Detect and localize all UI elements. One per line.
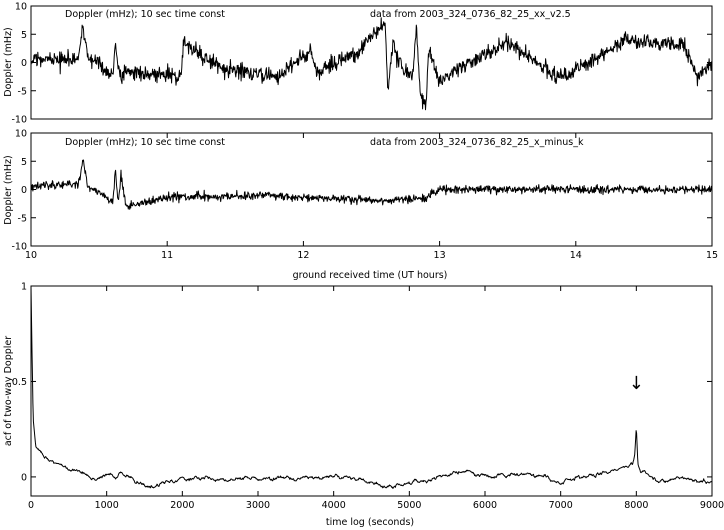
x-tick-label: 9000 xyxy=(700,500,724,511)
x-tick-label: 15 xyxy=(706,250,718,261)
y-tick-label: 0 xyxy=(21,185,27,196)
y-tick-label: 10 xyxy=(15,129,27,140)
x-axis-label: time log (seconds) xyxy=(326,517,414,528)
arrow-annotation: ↓ xyxy=(629,373,644,394)
y-axis-ticks: 10 5 0 -5 -10 xyxy=(11,2,712,126)
doppler-series-line xyxy=(30,159,713,210)
panel-subtitle: data from 2003_324_0736_82_25_xx_v2.5 xyxy=(370,9,571,20)
panel-bottom: 10.50 0 1000 2000 3000 4000 5000 6000 7000 8000 9… xyxy=(3,282,724,529)
y-tick-label: 0 xyxy=(21,472,27,483)
panel-middle: 10 5 0 -5 -10 10 11 12 13 14 15 Doppler (mHz); 10… xyxy=(3,129,718,282)
x-tick-label: 13 xyxy=(434,250,446,261)
x-axis-ticks: 0 1000 2000 3000 4000 5000 6000 7000 8000 9000 xyxy=(28,286,724,511)
y-tick-label: 0 xyxy=(21,58,27,69)
x-tick-label: 12 xyxy=(297,250,309,261)
y-tick-label: 1 xyxy=(21,282,27,293)
x-axis-ticks: 10 11 12 13 14 15 xyxy=(25,133,718,261)
y-axis-label: acf of two-way Doppler xyxy=(3,336,14,446)
y-tick-label: 0.5 xyxy=(12,377,27,388)
y-tick-label: -10 xyxy=(11,115,27,126)
x-tick-label: 7000 xyxy=(549,500,573,511)
x-tick-label: 1000 xyxy=(95,500,119,511)
x-tick-label: 0 xyxy=(28,500,34,511)
y-axis-label: Doppler (mHz) xyxy=(3,27,14,96)
y-tick-label: -5 xyxy=(18,213,27,224)
x-tick-label: 3000 xyxy=(246,500,270,511)
x-tick-label: 4000 xyxy=(322,500,346,511)
panel-title: Doppler (mHz); 10 sec time const xyxy=(65,9,225,20)
y-axis-label: Doppler (mHz) xyxy=(3,155,14,224)
y-tick-label: -5 xyxy=(18,86,27,97)
plot-frame xyxy=(30,5,713,120)
y-tick-label: 5 xyxy=(21,30,27,41)
x-tick-label: 6000 xyxy=(473,500,497,511)
x-tick-label: 11 xyxy=(161,250,173,261)
x-tick-label: 5000 xyxy=(397,500,421,511)
x-tick-label: 8000 xyxy=(624,500,648,511)
panel-subtitle: data from 2003_324_0736_82_25_x_minus_k xyxy=(370,137,584,148)
panel-title: Doppler (mHz); 10 sec time const xyxy=(65,137,225,148)
y-tick-label: 10 xyxy=(15,2,27,13)
acf-series-line xyxy=(30,285,713,489)
plot-frame xyxy=(30,285,713,497)
x-tick-label: 2000 xyxy=(170,500,194,511)
x-tick-label: 10 xyxy=(25,250,37,261)
y-tick-label: -10 xyxy=(11,242,27,253)
y-axis-ticks: 10.50 xyxy=(12,282,712,483)
panel-top: 10 5 0 -5 -10 Doppler (mHz); 10 sec time con… xyxy=(3,2,713,126)
x-axis-label: ground received time (UT hours) xyxy=(293,270,448,281)
x-tick-label: 14 xyxy=(570,250,582,261)
y-tick-label: 5 xyxy=(21,157,27,168)
doppler-series-line xyxy=(30,17,713,111)
